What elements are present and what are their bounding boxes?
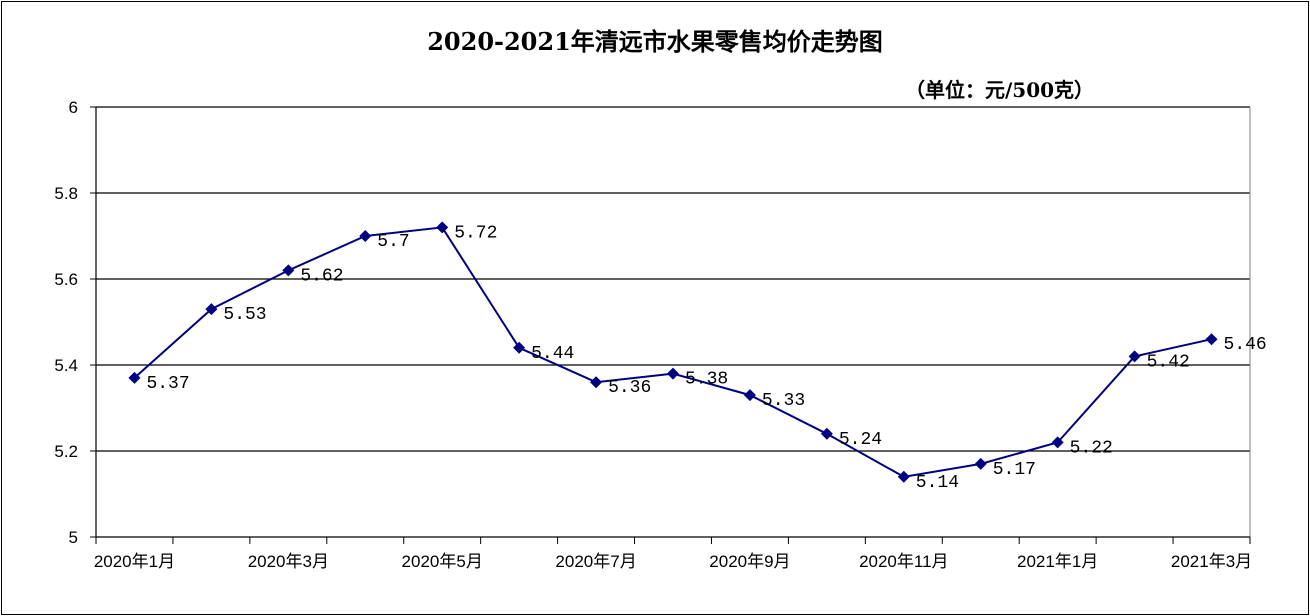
data-point — [205, 303, 218, 316]
data-point — [743, 389, 756, 402]
data-point — [820, 427, 833, 440]
data-point — [974, 457, 987, 470]
data-label: 5.14 — [916, 473, 959, 493]
data-label: 5.44 — [531, 344, 574, 364]
data-label: 5.72 — [454, 223, 497, 243]
unit-label: （单位：元/500克） — [905, 78, 1095, 102]
data-label: 5.37 — [146, 374, 189, 394]
data-label: 5.42 — [1147, 352, 1190, 372]
x-tick-label: 2020年7月 — [555, 552, 636, 571]
data-label: 5.62 — [300, 266, 343, 286]
y-tick-label: 5.6 — [54, 270, 78, 289]
data-label: 5.46 — [1224, 335, 1267, 355]
data-point — [282, 264, 295, 277]
data-point — [1205, 333, 1218, 346]
y-tick-label: 6 — [69, 98, 78, 117]
y-tick-label: 5.2 — [54, 442, 78, 461]
data-label: 5.38 — [685, 370, 728, 390]
data-labels: 5.37 5.53 5.62 5.7 5.72 5.44 5.36 5.38 5.33 5.24 5… — [146, 223, 1266, 492]
y-tick-labels: 5 5.2 5.4 5.6 5.8 6 — [54, 98, 78, 547]
data-point — [436, 221, 449, 234]
series-line — [133, 226, 1212, 478]
data-point — [1051, 436, 1064, 449]
axes — [90, 106, 1251, 544]
data-point — [1128, 350, 1141, 363]
gridlines — [96, 106, 1250, 452]
y-tick-label: 5 — [69, 528, 78, 547]
series-group — [128, 221, 1218, 483]
x-tick-label: 2020年1月 — [94, 552, 175, 571]
x-tick-label: 2020年9月 — [709, 552, 790, 571]
data-label: 5.7 — [377, 232, 409, 252]
data-label: 5.22 — [1070, 438, 1113, 458]
data-point — [667, 367, 679, 380]
data-point — [359, 230, 372, 242]
data-point — [590, 376, 603, 389]
x-tick-labels: 2020年1月 2020年3月 2020年5月 2020年7月 2020年9月 2020年… — [94, 552, 1252, 571]
chart-title: 2020-2021年清远市水果零售均价走势图 — [427, 27, 883, 56]
x-tick-label: 2020年11月 — [859, 552, 948, 571]
data-label: 5.36 — [608, 378, 651, 398]
x-tick-label: 2020年3月 — [248, 552, 329, 571]
x-tick-label: 2020年5月 — [402, 552, 483, 571]
data-label: 5.53 — [223, 305, 266, 325]
y-tick-label: 5.8 — [54, 184, 78, 203]
data-label: 5.24 — [839, 430, 882, 450]
data-label: 5.17 — [993, 460, 1036, 480]
x-tick-label: 2021年3月 — [1171, 552, 1252, 571]
x-tick-label: 2021年1月 — [1017, 552, 1098, 571]
data-point — [128, 371, 141, 384]
data-label: 5.33 — [762, 391, 805, 411]
data-point — [897, 470, 910, 483]
y-tick-label: 5.4 — [54, 356, 78, 375]
data-point — [513, 341, 526, 354]
